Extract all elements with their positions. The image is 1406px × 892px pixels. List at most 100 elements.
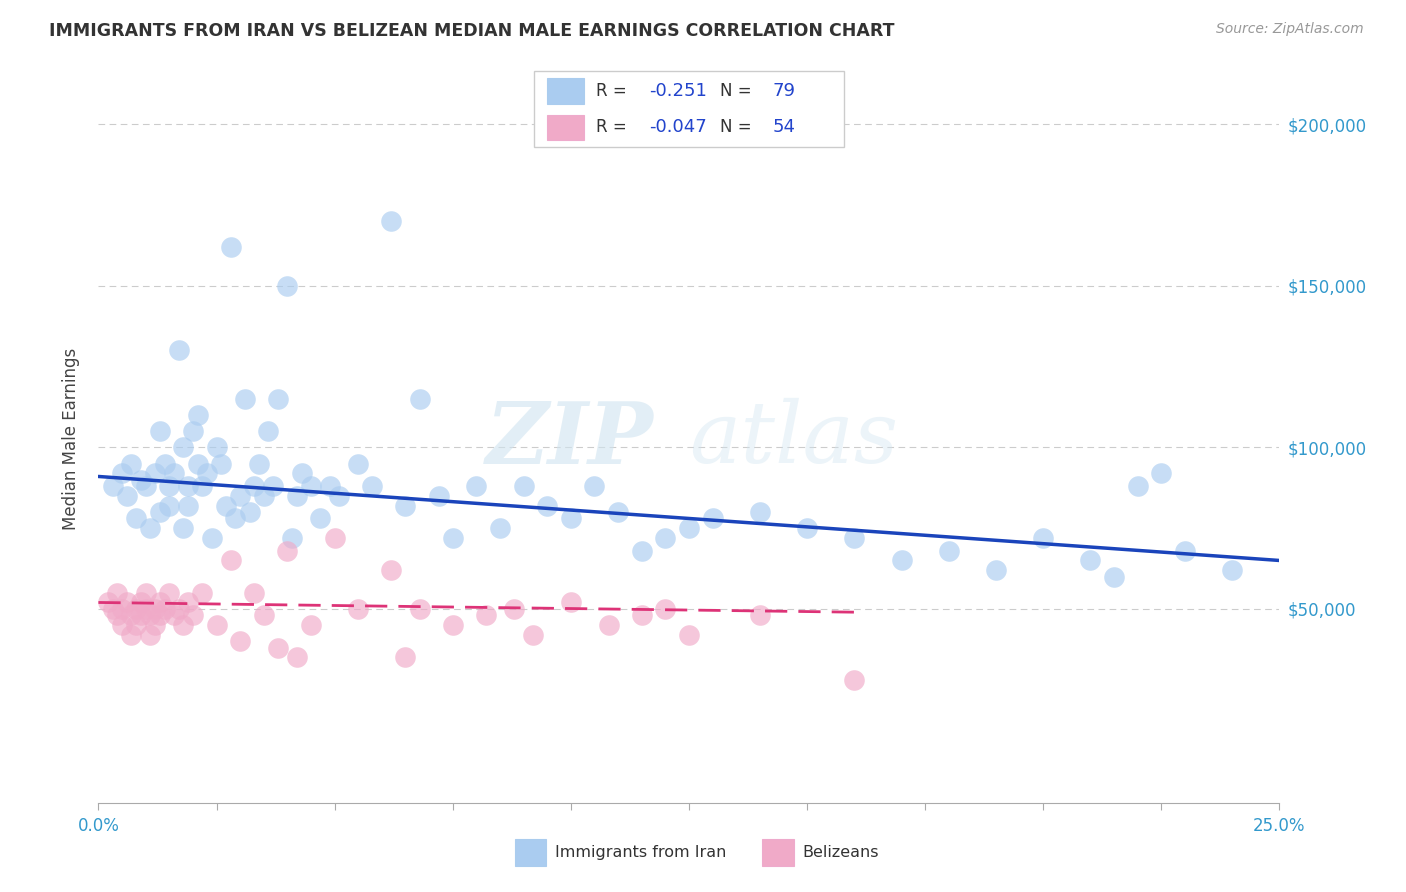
Point <box>285 489 308 503</box>
Point <box>157 586 180 600</box>
Point <box>111 618 134 632</box>
Point <box>380 214 402 228</box>
Point <box>512 479 534 493</box>
Point <box>105 608 128 623</box>
Point <box>1174 543 1197 558</box>
Text: -0.047: -0.047 <box>648 118 706 136</box>
Point <box>129 473 152 487</box>
Point <box>654 531 676 545</box>
Point <box>890 553 912 567</box>
Point <box>654 602 676 616</box>
Point <box>276 543 298 558</box>
Point <box>262 479 284 493</box>
Point <box>181 424 204 438</box>
Point <box>125 602 148 616</box>
Point <box>233 392 256 406</box>
Point <box>135 586 157 600</box>
Text: 54: 54 <box>772 118 796 136</box>
Point <box>1032 531 1054 545</box>
Point <box>328 489 350 503</box>
Point <box>143 618 166 632</box>
Point <box>125 511 148 525</box>
Point <box>172 521 194 535</box>
Point <box>267 640 290 655</box>
Text: ZIP: ZIP <box>485 398 654 481</box>
Point <box>984 563 1007 577</box>
Point <box>153 602 176 616</box>
Point <box>441 531 464 545</box>
Point <box>276 278 298 293</box>
Point <box>115 595 138 609</box>
Point <box>299 618 322 632</box>
Point <box>253 489 276 503</box>
Y-axis label: Median Male Earnings: Median Male Earnings <box>62 348 80 531</box>
Point <box>299 479 322 493</box>
Point <box>167 602 190 616</box>
Text: Immigrants from Iran: Immigrants from Iran <box>555 846 727 860</box>
Point <box>115 489 138 503</box>
Point <box>163 467 186 481</box>
Text: -0.251: -0.251 <box>648 82 707 100</box>
Point <box>105 586 128 600</box>
Point <box>678 628 700 642</box>
FancyBboxPatch shape <box>534 71 844 147</box>
Text: N =: N = <box>720 118 751 136</box>
Point <box>380 563 402 577</box>
Point <box>560 511 582 525</box>
Point <box>583 479 606 493</box>
Point <box>209 457 232 471</box>
Point <box>630 543 652 558</box>
Point <box>702 511 724 525</box>
Point <box>408 392 430 406</box>
Point <box>125 618 148 632</box>
Point <box>195 467 218 481</box>
Point <box>191 479 214 493</box>
Point <box>139 628 162 642</box>
Point <box>1080 553 1102 567</box>
Point <box>394 650 416 665</box>
Point <box>177 499 200 513</box>
Point <box>748 608 770 623</box>
Text: R =: R = <box>596 118 627 136</box>
Point <box>938 543 960 558</box>
Point <box>143 467 166 481</box>
Point <box>149 505 172 519</box>
Point <box>323 531 346 545</box>
Point <box>408 602 430 616</box>
Point <box>97 595 120 609</box>
Point <box>163 608 186 623</box>
Point <box>172 441 194 455</box>
Point <box>129 608 152 623</box>
Text: N =: N = <box>720 82 751 100</box>
Point <box>111 467 134 481</box>
Text: Source: ZipAtlas.com: Source: ZipAtlas.com <box>1216 22 1364 37</box>
Point <box>285 650 308 665</box>
Point <box>748 505 770 519</box>
Point <box>247 457 270 471</box>
Point <box>522 628 544 642</box>
Point <box>239 505 262 519</box>
FancyBboxPatch shape <box>547 114 583 140</box>
Point <box>243 479 266 493</box>
Point <box>177 595 200 609</box>
Point <box>177 479 200 493</box>
Point <box>441 618 464 632</box>
Point <box>844 531 866 545</box>
Point <box>319 479 342 493</box>
Point <box>243 586 266 600</box>
Point <box>121 608 143 623</box>
Point <box>219 240 242 254</box>
Point <box>101 602 124 616</box>
Text: atlas: atlas <box>689 398 898 481</box>
Point <box>149 424 172 438</box>
Point <box>139 521 162 535</box>
Point <box>347 602 370 616</box>
Point <box>229 489 252 503</box>
Point <box>129 595 152 609</box>
Point <box>167 343 190 358</box>
Point <box>361 479 384 493</box>
Point <box>489 521 512 535</box>
Point <box>205 618 228 632</box>
Point <box>598 618 620 632</box>
Point <box>101 479 124 493</box>
